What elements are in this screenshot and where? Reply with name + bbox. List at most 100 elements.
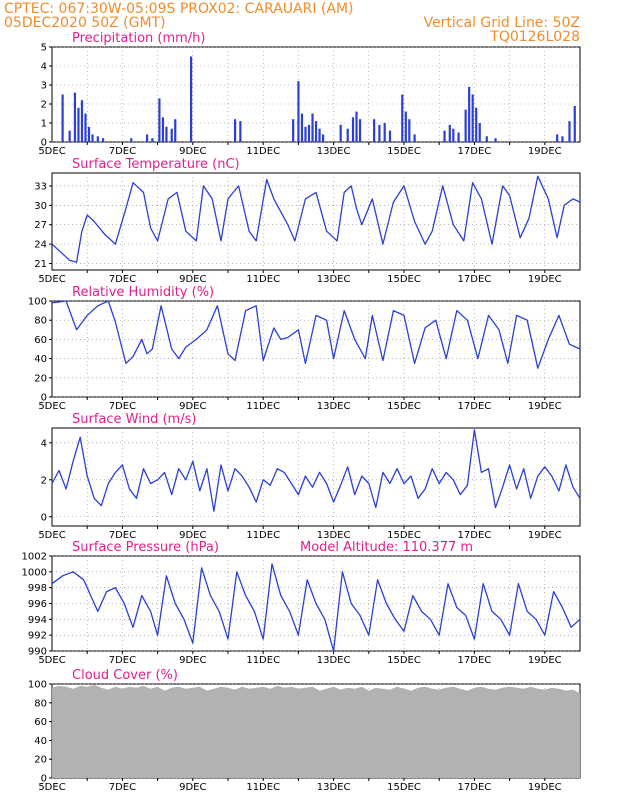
pres-xtick-label: 13DEC [317, 655, 351, 666]
temp-xtick-label: 19DEC [528, 274, 562, 285]
precip-ytick-label: 2 [41, 100, 47, 111]
temp-series-line [51, 175, 581, 263]
pres-ytick-label: 996 [28, 599, 47, 610]
precip-bar [468, 86, 471, 142]
precip-xtick-label: 17DEC [458, 146, 492, 157]
wind-ytick-label: 2 [41, 475, 47, 486]
precip-xtick-label: 9DEC [179, 146, 206, 157]
pres-xtick-label: 5DEC [38, 655, 65, 666]
wind-xtick-label: 11DEC [246, 530, 280, 541]
wind-ytick-label: 0 [41, 512, 47, 523]
precip-bar [61, 94, 64, 142]
temp-ytick-label: 33 [34, 181, 47, 192]
precip-ytick-label: 4 [41, 62, 47, 73]
wind-frame [51, 427, 581, 527]
wind-xtick-label: 13DEC [317, 530, 351, 541]
precip-bar [413, 134, 416, 142]
wind-title: Surface Wind (m/s) [72, 412, 196, 427]
precip-bar [358, 119, 362, 142]
precip-bar [494, 138, 497, 142]
cloud-xtick-label: 17DEC [458, 782, 492, 793]
wind-ytick-label: 4 [41, 438, 47, 449]
temp-ytick-label: 21 [34, 259, 47, 270]
temp-panel: 21 24 27 30 33 5DEC 7DEC 9DEC 11DEC 13DEC 15DEC 17D… [34, 157, 581, 285]
precip-xtick-label: 13DEC [317, 146, 351, 157]
precip-bar [452, 128, 455, 142]
precip-bar [151, 138, 154, 142]
precip-title: Precipitation (mm/h) [72, 31, 205, 46]
precip-bar [297, 81, 300, 142]
precip-bar [408, 119, 411, 142]
precip-bar [573, 105, 576, 142]
precip-ytick-label: 0 [41, 138, 47, 149]
precip-ytick-label: 3 [41, 81, 47, 92]
rh-ytick-label: 20 [34, 373, 47, 384]
precip-bar [561, 136, 564, 142]
precip-bar [556, 134, 559, 142]
precip-bar [346, 128, 349, 142]
precip-bar [457, 132, 460, 142]
temp-title: Surface Temperature (nC) [72, 157, 240, 172]
precip-bar [174, 119, 177, 142]
precip-bar [388, 130, 392, 142]
rh-xtick-label: 11DEC [246, 401, 280, 412]
pres-annotation: Model Altitude: 110.377 m [300, 540, 473, 555]
pres-xtick-label: 19DEC [528, 655, 562, 666]
wind-xtick-label: 19DEC [528, 530, 562, 541]
precip-bar [80, 100, 84, 142]
precip-bar [471, 94, 474, 142]
wind-xtick-label: 9DEC [179, 530, 206, 541]
pres-ytick-label: 1000 [22, 567, 47, 578]
cloud-xtick-label: 9DEC [179, 782, 206, 793]
header-grid-note: Vertical Grid Line: 50Z [424, 15, 580, 31]
temp-ytick-label: 30 [34, 201, 47, 212]
precip-bar [464, 109, 467, 142]
header-station: CPTEC: 067:30W-05:09S PROX02: CARAUARI (… [4, 1, 354, 17]
precip-bar [91, 134, 94, 142]
precip-bar [170, 128, 173, 142]
precip-xtick-label: 15DEC [387, 146, 421, 157]
precip-bar [165, 126, 168, 142]
temp-xtick-label: 9DEC [179, 274, 206, 285]
pres-ytick-label: 994 [28, 615, 47, 626]
temp-ytick-label: 24 [34, 240, 47, 251]
precip-xtick-label: 7DEC [109, 146, 136, 157]
precip-bar [339, 124, 342, 142]
cloud-xtick-label: 19DEC [528, 782, 562, 793]
precip-bar [304, 126, 307, 142]
pres-ytick-label: 990 [28, 647, 47, 658]
precip-bar [311, 113, 314, 142]
temp-xtick-label: 15DEC [387, 274, 421, 285]
rh-title: Relative Humidity (%) [72, 285, 214, 300]
precip-bar [84, 113, 87, 142]
temp-xtick-label: 5DEC [38, 274, 65, 285]
rh-ytick-label: 40 [34, 354, 47, 365]
precip-bar [318, 128, 321, 142]
precip-bar [378, 124, 381, 142]
precip-bar [443, 130, 446, 142]
precip-bar [158, 98, 161, 142]
rh-ytick-label: 0 [41, 393, 47, 404]
rh-panel: 0 20 40 60 80 100 5DEC 7DEC 9DEC 11DEC 13DEC 15DEC 1… [28, 285, 581, 412]
wind-xtick-label: 7DEC [109, 530, 136, 541]
precip-bar [292, 119, 295, 142]
precip-bar [130, 138, 133, 142]
temp-ytick-label: 27 [34, 220, 47, 231]
cloud-xtick-label: 5DEC [38, 782, 65, 793]
rh-series-line [51, 300, 581, 369]
precip-bar [68, 130, 71, 142]
rh-ytick-label: 100 [28, 297, 47, 308]
pres-ytick-label: 998 [28, 583, 47, 594]
wind-xtick-label: 5DEC [38, 530, 65, 541]
precip-bar [189, 56, 193, 142]
pres-xtick-label: 7DEC [109, 655, 136, 666]
cloud-xtick-label: 15DEC [387, 782, 421, 793]
wind-xtick-label: 17DEC [458, 530, 492, 541]
pres-ytick-label: 1002 [22, 552, 47, 563]
pres-series-line [51, 563, 581, 652]
cloud-ytick-label: 100 [28, 680, 47, 691]
rh-xtick-label: 15DEC [387, 401, 421, 412]
cloud-ytick-label: 0 [41, 774, 47, 785]
pres-title: Surface Pressure (hPa) [72, 540, 219, 555]
